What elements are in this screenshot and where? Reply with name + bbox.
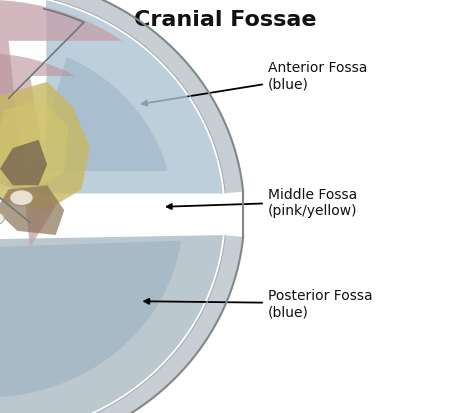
Polygon shape (46, 1, 223, 194)
Text: Posterior Fossa
(blue): Posterior Fossa (blue) (144, 289, 373, 318)
Text: Middle Fossa
(pink/yellow): Middle Fossa (pink/yellow) (167, 188, 357, 217)
Polygon shape (0, 121, 181, 397)
Polygon shape (0, 83, 90, 211)
Text: Cranial Fossae: Cranial Fossae (134, 10, 316, 30)
Polygon shape (0, 140, 47, 186)
Ellipse shape (0, 213, 4, 225)
Polygon shape (0, 186, 64, 235)
Polygon shape (0, 0, 243, 413)
Polygon shape (0, 74, 223, 413)
Text: Anterior Fossa
(blue): Anterior Fossa (blue) (142, 62, 367, 106)
Ellipse shape (9, 190, 33, 206)
Polygon shape (0, 1, 122, 248)
Polygon shape (23, 57, 168, 188)
Polygon shape (0, 55, 75, 202)
Polygon shape (0, 99, 68, 190)
